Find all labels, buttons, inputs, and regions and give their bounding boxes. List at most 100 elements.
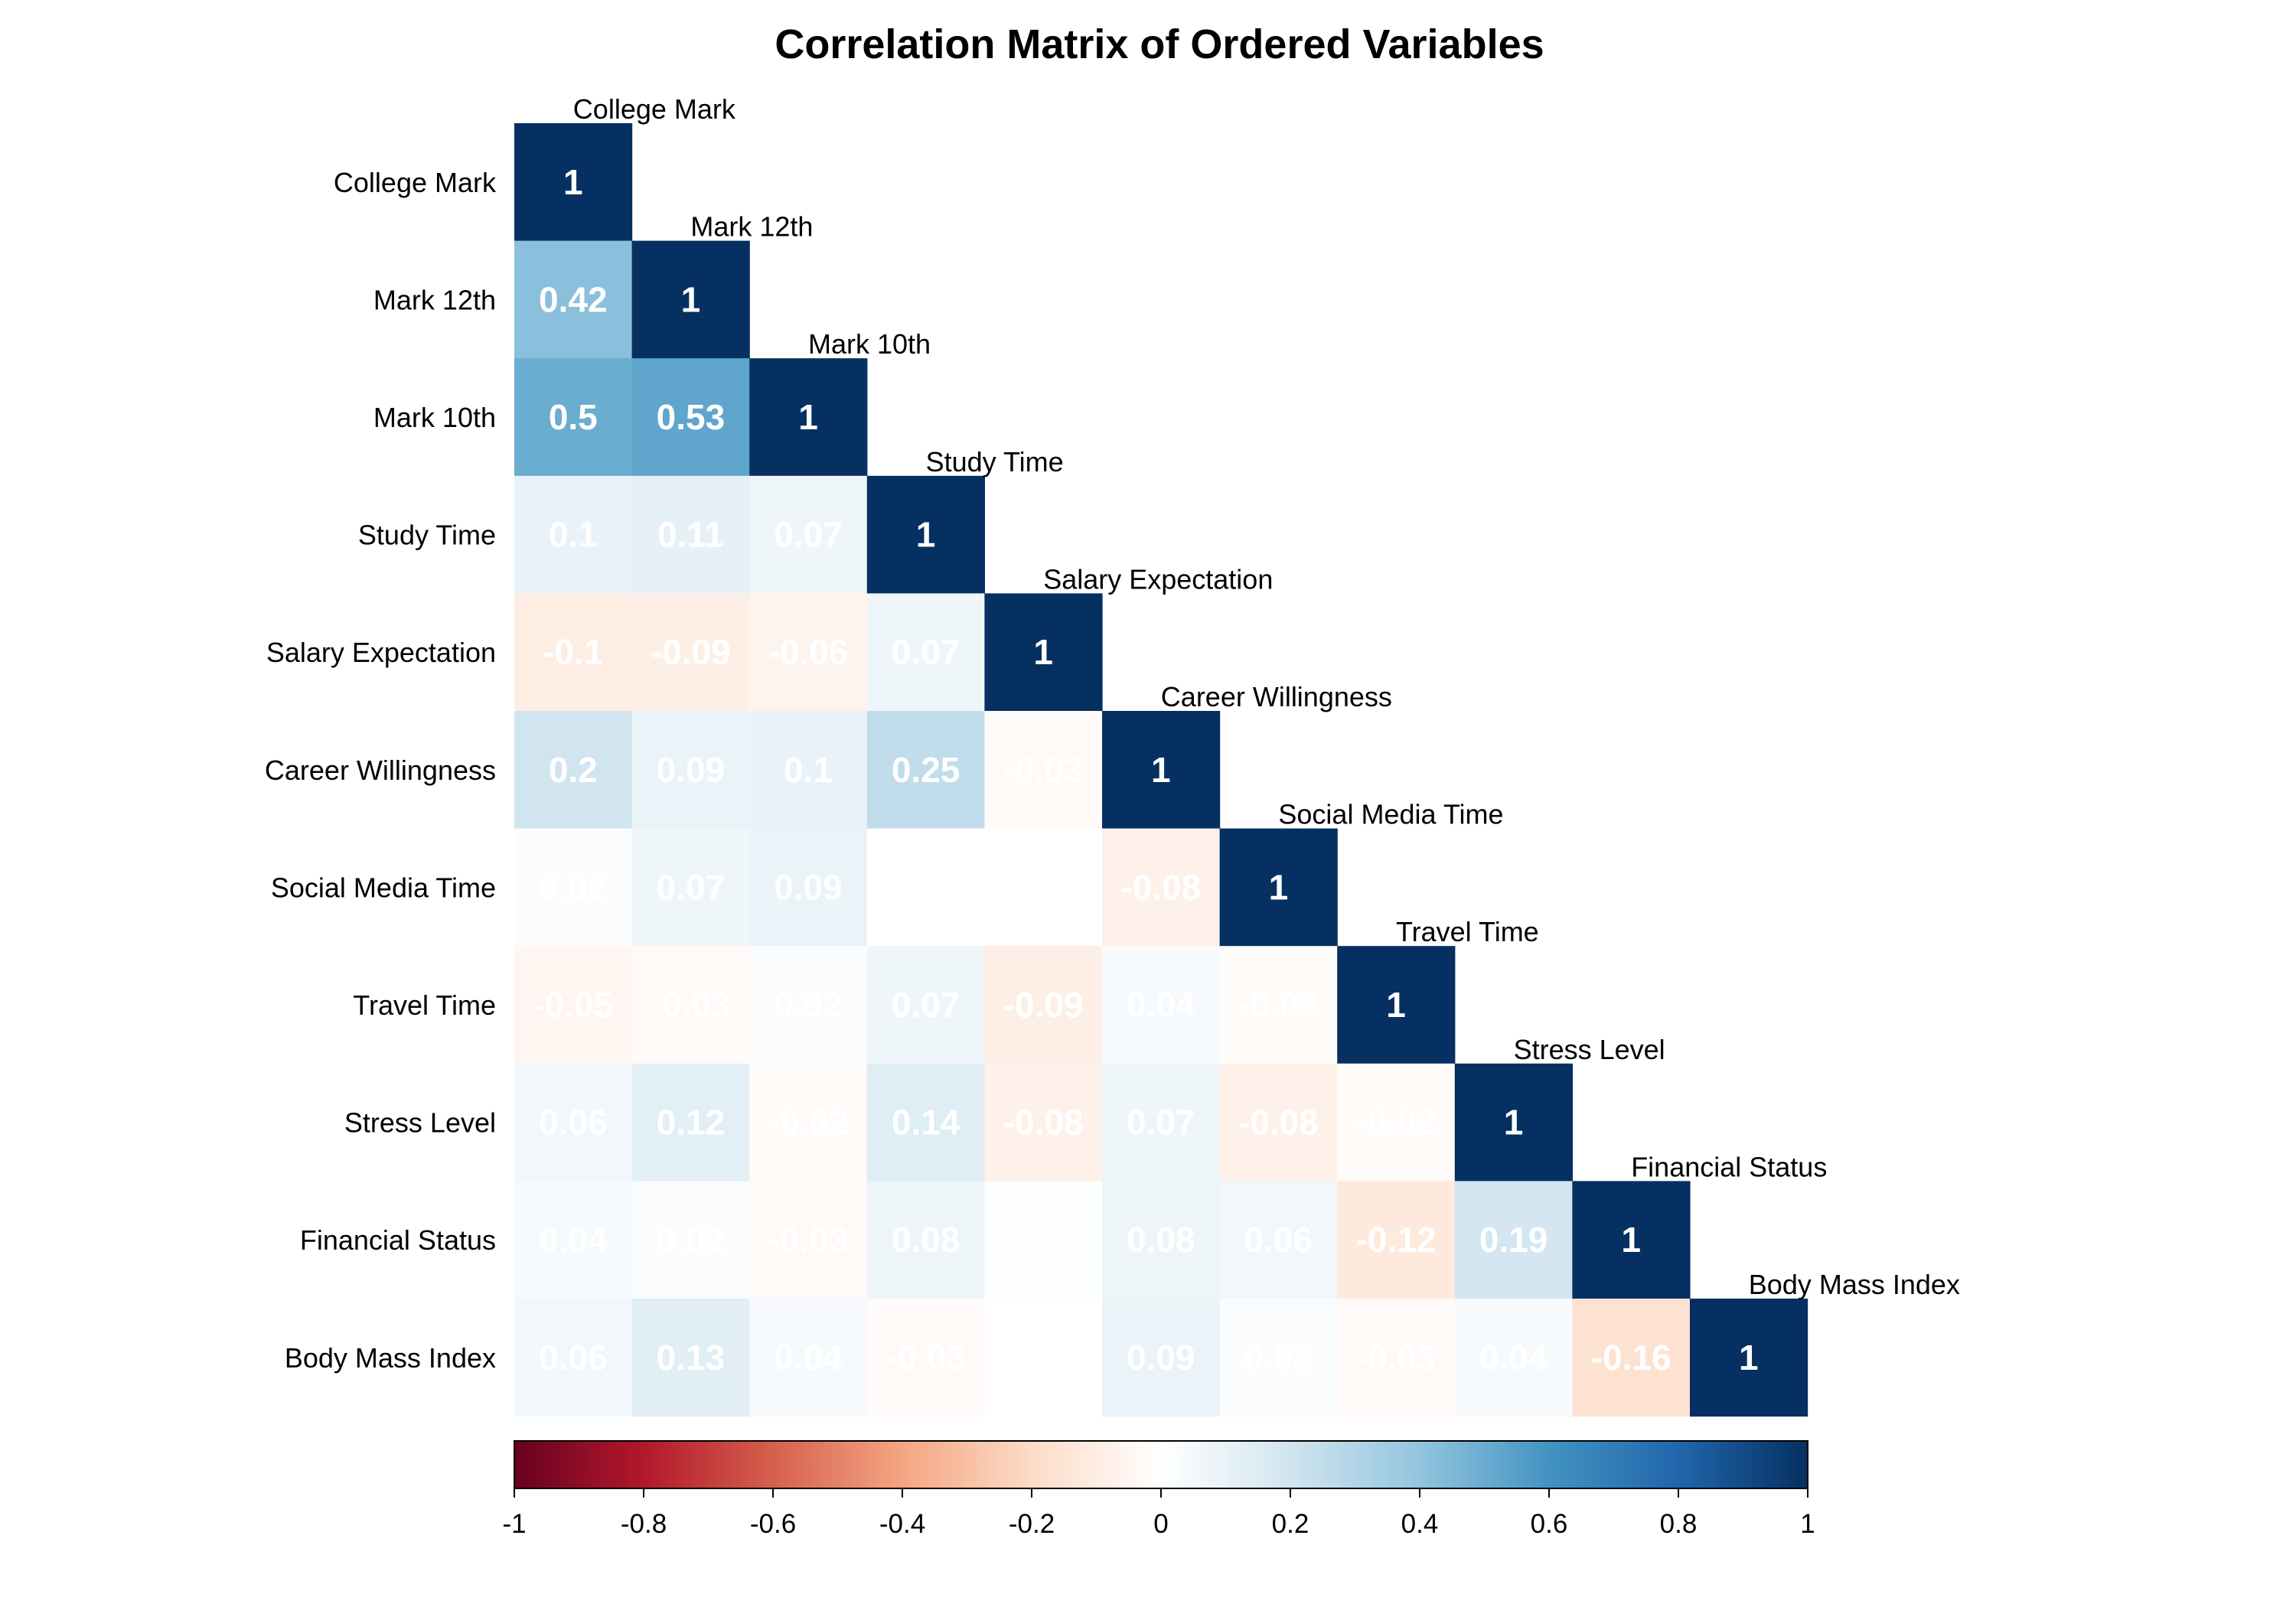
cell-value-label: 0.19 [1479, 1220, 1548, 1260]
heatmap-cell-body-mass-index-social-media-time [1219, 1299, 1338, 1417]
heatmap-cell-body-mass-index-salary-expectation [984, 1299, 1103, 1417]
cell-value-label: 0.07 [657, 867, 726, 907]
cell-value-label: 1 [1386, 985, 1406, 1025]
cell-value-label: 0.1 [549, 515, 598, 555]
heatmap-cell-travel-time-salary-expectation [984, 946, 1103, 1064]
heatmap-cell-college-mark-college-mark [514, 123, 633, 242]
row-label-salary-expectation: Salary Expectation [266, 637, 496, 668]
heatmap-cell-study-time-mark-10th [749, 475, 868, 594]
diagonal-label-career-willingness: Career Willingness [1161, 681, 1392, 712]
row-label-career-willingness: Career Willingness [265, 755, 496, 786]
cell-value-label: 0.14 [892, 1103, 960, 1143]
cell-value-label: 0.02 [539, 867, 608, 907]
cell-value-label: -0.1 [543, 632, 603, 672]
cell-value-label: 0.08 [892, 1220, 960, 1260]
cell-value-label: 0.1 [784, 750, 833, 790]
heatmap-cell-stress-level-stress-level [1454, 1063, 1573, 1182]
heatmap-cell-travel-time-social-media-time [1219, 946, 1338, 1064]
heatmap-cell-mark-12th-mark-12th [631, 240, 750, 359]
heatmap-cell-stress-level-social-media-time [1219, 1063, 1338, 1182]
colorbar-tick-label: 1 [1800, 1509, 1815, 1539]
colorbar-tick-label: -0.8 [621, 1509, 667, 1539]
heatmap-cell-social-media-time-mark-10th [749, 828, 868, 947]
colorbar-tick-label: 0.8 [1660, 1509, 1698, 1539]
heatmap-cell-financial-status-college-mark [514, 1181, 633, 1299]
cell-value-label: 0.53 [657, 397, 726, 437]
heatmap-cell-salary-expectation-salary-expectation [984, 593, 1103, 712]
heatmap-cell-financial-status-salary-expectation [984, 1181, 1103, 1299]
diagonal-label-study-time: Study Time [926, 446, 1064, 478]
heatmap-cell-study-time-mark-12th [631, 475, 750, 594]
cell-value-label: 0.25 [892, 750, 960, 790]
cell-value-label: -0.09 [651, 632, 731, 672]
row-label-college-mark: College Mark [334, 167, 497, 198]
cell-value-label: 0.04 [774, 1338, 843, 1377]
cell-value-label: 0 [1033, 1338, 1053, 1377]
heatmap-cell-career-willingness-college-mark [514, 711, 633, 830]
colorbar-tick-label: -0.6 [750, 1509, 796, 1539]
diagonal-label-body-mass-index: Body Mass Index [1749, 1269, 1960, 1300]
heatmap-cell-travel-time-study-time [866, 946, 985, 1064]
cell-value-label: 0.07 [892, 985, 960, 1025]
cell-value-label: 0.04 [1479, 1338, 1548, 1377]
heatmap-cell-travel-time-travel-time [1337, 946, 1456, 1064]
heatmap-cell-body-mass-index-college-mark [514, 1299, 633, 1417]
heatmap-cell-career-willingness-mark-10th [749, 711, 868, 830]
heatmap-cells: 10.42 10.5 0.53 10.1 0.11 0.07 1-0.1 -0.09 -0.06… [514, 123, 1808, 1417]
cell-value-label: 1 [1033, 632, 1053, 672]
cell-value-label: -0.09 [1003, 985, 1084, 1025]
diagonal-label-financial-status: Financial Status [1631, 1151, 1827, 1182]
heatmap-cell-mark-10th-college-mark [514, 358, 633, 477]
cell-value-label: 0.07 [774, 515, 843, 555]
cell-value-label: 0.2 [549, 750, 598, 790]
cell-value-label: -0.03 [885, 1338, 966, 1377]
heatmap-cell-salary-expectation-college-mark [514, 593, 633, 712]
heatmap-cell-career-willingness-salary-expectation [984, 711, 1103, 830]
colorbar-tick-label: 0.2 [1272, 1509, 1309, 1539]
cell-value-label: 0.09 [657, 750, 726, 790]
cell-value-label: 0.42 [539, 279, 608, 319]
heatmap-cell-body-mass-index-career-willingness [1102, 1299, 1221, 1417]
row-label-mark-10th: Mark 10th [373, 402, 496, 433]
heatmap-cell-stress-level-mark-10th [749, 1063, 868, 1182]
diagonal-label-mark-10th: Mark 10th [808, 328, 931, 360]
row-label-stress-level: Stress Level [344, 1107, 496, 1139]
row-label-social-media-time: Social Media Time [271, 872, 496, 903]
cell-value-label: 1 [916, 515, 936, 555]
cell-value-label: 0 [1033, 867, 1053, 907]
heatmap-cell-body-mass-index-mark-10th [749, 1299, 868, 1417]
colorbar-tick-label: 0.4 [1401, 1509, 1439, 1539]
cell-value-label: 0.11 [657, 515, 724, 555]
heatmap-cell-stress-level-college-mark [514, 1063, 633, 1182]
row-labels: College Mark Mark 12th Mark 10th Study Time… [265, 167, 497, 1374]
row-label-travel-time: Travel Time [353, 989, 496, 1021]
heatmap-cell-study-time-study-time [866, 475, 985, 594]
cell-value-label: 1 [681, 279, 701, 319]
heatmap-cell-social-media-time-college-mark [514, 828, 633, 947]
heatmap-cell-travel-time-mark-10th [749, 946, 868, 1064]
heatmap-cell-body-mass-index-stress-level [1454, 1299, 1573, 1417]
cell-value-label: 0.02 [774, 985, 843, 1025]
diagonal-label-stress-level: Stress Level [1514, 1034, 1665, 1065]
cell-value-label: 0.04 [539, 1220, 608, 1260]
cell-value-label: 1 [1739, 1338, 1759, 1377]
cell-value-label: -0.05 [533, 985, 613, 1025]
cell-value-label: 0.5 [549, 397, 598, 437]
heatmap-cell-study-time-college-mark [514, 475, 633, 594]
cell-value-label: 0.07 [1127, 1103, 1195, 1143]
heatmap-cell-stress-level-study-time [866, 1063, 985, 1182]
colorbar-tick-label: -1 [502, 1509, 526, 1539]
heatmap-cell-career-willingness-study-time [866, 711, 985, 830]
colorbar-tick-label: -0.4 [879, 1509, 925, 1539]
heatmap-cell-financial-status-career-willingness [1102, 1181, 1221, 1299]
cell-value-label: 1 [798, 397, 818, 437]
heatmap-cell-body-mass-index-mark-12th [631, 1299, 750, 1417]
heatmap-cell-social-media-time-study-time [866, 828, 985, 947]
heatmap-cell-body-mass-index-travel-time [1337, 1299, 1456, 1417]
cell-value-label: 0.01 [1009, 1220, 1078, 1260]
cell-value-label: 0 [916, 867, 936, 907]
chart-title: Correlation Matrix of Ordered Variables [775, 21, 1544, 67]
cell-value-label: -0.08 [1238, 1103, 1319, 1143]
heatmap-cell-mark-10th-mark-12th [631, 358, 750, 477]
colorbar-ticks: -1 -0.8 -0.6 -0.4 -0.2 0 0.2 0.4 0.6 0.8 1 [502, 1488, 1815, 1539]
